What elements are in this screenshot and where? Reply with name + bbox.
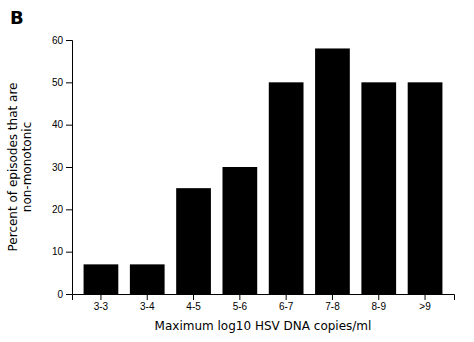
tick-label: 8-9	[372, 301, 387, 312]
tick: 3-3	[94, 294, 109, 312]
bar	[361, 82, 396, 294]
tick-label: 20	[52, 204, 64, 215]
tick-mark	[66, 209, 72, 210]
bar	[269, 82, 304, 294]
tick: 0	[57, 289, 72, 300]
tick: 8-9	[372, 294, 387, 312]
bar	[84, 264, 119, 294]
tick-label: 3-4	[140, 301, 155, 312]
tick-label: 7-8	[325, 301, 340, 312]
tick-mark	[66, 167, 72, 168]
tick-mark	[66, 125, 72, 126]
tick-label: 40	[52, 119, 64, 130]
bar	[222, 167, 257, 294]
tick: 4-5	[186, 294, 201, 312]
axis-domain	[66, 41, 73, 295]
tick-label: 6-7	[279, 301, 294, 312]
x-axis-title: Maximum log10 HSV DNA copies/ml	[155, 319, 372, 333]
tick: 60	[52, 35, 72, 46]
chart: 3-3 3-4 4-5 5-6 6-7 7-8 8-9 >9 0 10 20 30 40 50 60 Maxi…	[0, 0, 474, 342]
plot: 3-3 3-4 4-5 5-6 6-7 7-8 8-9 >9 0 10 20 30 40 50 60 Maxi…	[6, 35, 455, 333]
tick: 3-4	[140, 294, 155, 312]
tick-label: 3-3	[94, 301, 109, 312]
tick-mark	[425, 294, 426, 300]
tick-mark	[66, 82, 72, 83]
tick: 6-7	[279, 294, 294, 312]
tick-mark	[147, 294, 148, 300]
tick-mark	[66, 40, 72, 41]
tick-mark	[66, 252, 72, 253]
tick: >9	[419, 294, 431, 312]
axis-domain	[73, 295, 455, 301]
bar	[176, 188, 211, 294]
tick: 20	[52, 204, 72, 215]
y-axis: 0 10 20 30 40 50 60	[52, 35, 73, 300]
title: B	[10, 7, 24, 28]
tick-mark	[378, 294, 379, 300]
tick-mark	[100, 294, 101, 300]
tick-label: 50	[52, 77, 64, 88]
tick-mark	[66, 294, 72, 295]
tick: 50	[52, 77, 72, 88]
tick-label: 5-6	[233, 301, 248, 312]
tick: 30	[52, 162, 72, 173]
tick-label: 30	[52, 162, 64, 173]
tick-mark	[286, 294, 287, 300]
bar	[130, 264, 165, 294]
bars	[84, 48, 443, 294]
tick-label: 4-5	[186, 301, 201, 312]
tick-mark	[332, 294, 333, 300]
tick: 10	[52, 246, 72, 257]
tick-label: 60	[52, 35, 64, 46]
tick-mark	[193, 294, 194, 300]
x-axis: 3-3 3-4 4-5 5-6 6-7 7-8 8-9 >9	[73, 294, 455, 312]
bar	[315, 48, 350, 294]
tick: 5-6	[233, 294, 248, 312]
bar	[408, 82, 443, 294]
tick: 7-8	[325, 294, 340, 312]
tick-label: 0	[57, 289, 63, 300]
y-axis-title: Percent of episodes that arenon-monotoni…	[6, 83, 34, 252]
tick-label: 10	[52, 246, 64, 257]
tick: 40	[52, 119, 72, 130]
tick-mark	[239, 294, 240, 300]
tick-label: >9	[419, 301, 431, 312]
